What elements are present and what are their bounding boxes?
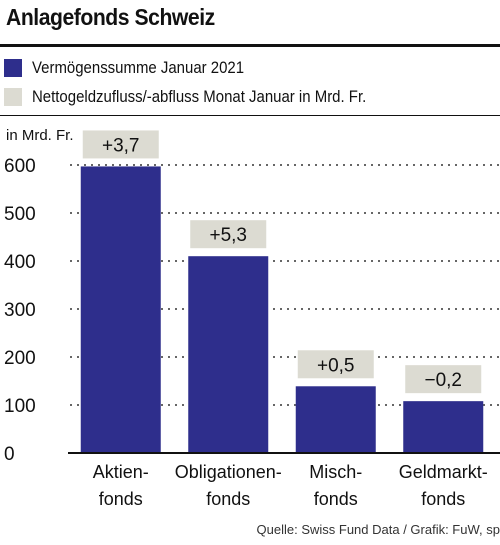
y-tick-label: 600 <box>4 156 36 177</box>
category-label: fonds <box>314 489 358 509</box>
value-label: −0,2 <box>424 370 462 391</box>
legend-swatch-assets <box>4 59 22 77</box>
value-label: +5,3 <box>209 225 247 246</box>
value-label: +3,7 <box>102 135 140 156</box>
value-label-box <box>190 220 267 249</box>
legend-label-netflow: Nettogeldzufluss/-abfluss Monat Januar i… <box>32 87 367 106</box>
legend-item-netflow: Nettogeldzufluss/-abfluss Monat Januar i… <box>4 86 412 108</box>
value-label-box <box>297 350 374 379</box>
legend-label-assets: Vermögenssumme Januar 2021 <box>32 58 245 77</box>
value-label-box <box>82 130 159 159</box>
title-divider <box>0 44 500 47</box>
value-label: +0,5 <box>317 355 355 376</box>
category-label: fonds <box>99 489 143 509</box>
y-tick-label: 500 <box>4 204 36 225</box>
bar <box>403 401 484 453</box>
category-label: fonds <box>421 489 465 509</box>
category-label: Aktien- <box>93 462 149 482</box>
y-tick-label: 100 <box>4 396 36 417</box>
category-label: Obligationen- <box>175 462 282 482</box>
y-tick-label: 0 <box>4 444 15 465</box>
y-tick-label: 200 <box>4 348 36 369</box>
legend-swatch-netflow <box>4 88 22 106</box>
bar <box>188 256 269 453</box>
source-note: Quelle: Swiss Fund Data / Grafik: FuW, s… <box>256 522 500 537</box>
legend-divider <box>0 115 500 116</box>
bar <box>295 386 376 453</box>
y-tick-label: 300 <box>4 300 36 321</box>
value-label-box <box>405 365 482 394</box>
chart-title: Anlagefonds Schweiz <box>6 4 215 30</box>
category-label: fonds <box>206 489 250 509</box>
y-axis-label: in Mrd. Fr. <box>6 127 74 144</box>
category-label: Geldmarkt- <box>399 462 488 482</box>
y-tick-label: 400 <box>4 252 36 273</box>
category-label: Misch- <box>309 462 362 482</box>
legend-item-assets: Vermögenssumme Januar 2021 <box>4 57 273 79</box>
bar <box>80 166 161 453</box>
